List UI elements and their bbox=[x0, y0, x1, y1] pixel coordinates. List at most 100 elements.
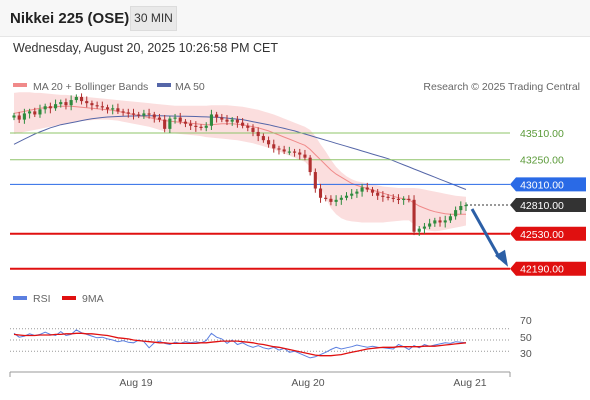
bollinger-legend-swatch bbox=[13, 83, 27, 87]
candle bbox=[147, 108, 151, 119]
candle bbox=[137, 111, 141, 119]
candle bbox=[261, 133, 265, 143]
candle bbox=[308, 155, 312, 176]
candle bbox=[443, 215, 447, 228]
candle bbox=[85, 96, 89, 108]
forecast-arrow-shaft bbox=[470, 208, 502, 260]
candle bbox=[459, 201, 463, 215]
candle bbox=[329, 195, 333, 206]
candle bbox=[131, 108, 136, 120]
candle bbox=[199, 124, 203, 131]
candle bbox=[376, 189, 380, 200]
candle bbox=[64, 98, 68, 110]
candle bbox=[173, 113, 177, 124]
level-42530-00-label: 42530.00 bbox=[520, 229, 564, 241]
level-42190-00-label: 42190.00 bbox=[520, 264, 564, 276]
candle bbox=[12, 112, 16, 121]
candle bbox=[126, 108, 130, 118]
rsi-legend-swatch bbox=[13, 296, 27, 300]
candle bbox=[111, 104, 115, 115]
candle bbox=[246, 123, 250, 132]
candle bbox=[324, 195, 328, 202]
level-lines-layer: 43510.00 43250.00 43010.00 42810.00 42530.00… bbox=[10, 128, 586, 276]
candle bbox=[396, 194, 401, 205]
candle bbox=[287, 146, 291, 155]
research-credit: Research © 2025 Trading Central bbox=[423, 81, 580, 93]
candle bbox=[298, 148, 302, 160]
rsi-layer bbox=[10, 328, 510, 359]
level-43510-00-label: 43510.00 bbox=[520, 128, 564, 140]
x-tick-label-aug21: Aug 21 bbox=[453, 377, 486, 389]
candle bbox=[433, 217, 437, 227]
candle bbox=[95, 101, 99, 109]
candle bbox=[303, 149, 307, 161]
candle bbox=[43, 103, 47, 114]
candle bbox=[267, 136, 271, 148]
candle bbox=[22, 108, 26, 124]
ma50-legend-swatch bbox=[157, 83, 171, 87]
candle bbox=[344, 192, 349, 201]
candle bbox=[256, 127, 260, 142]
rsi-ma-line bbox=[13, 332, 467, 357]
candle bbox=[178, 112, 182, 125]
ma50-legend-label: MA 50 bbox=[175, 81, 205, 93]
forecast-arrow-head bbox=[495, 249, 508, 267]
candle bbox=[251, 124, 255, 137]
candle bbox=[33, 107, 37, 118]
candle bbox=[386, 194, 390, 201]
candle bbox=[370, 186, 375, 197]
candle bbox=[334, 195, 338, 207]
candle bbox=[168, 116, 172, 134]
candle bbox=[220, 113, 224, 123]
candle bbox=[121, 108, 125, 116]
candle bbox=[163, 114, 167, 133]
candle bbox=[38, 104, 42, 118]
candle bbox=[183, 119, 188, 128]
candle bbox=[100, 101, 104, 111]
candle bbox=[241, 118, 245, 129]
candle bbox=[407, 195, 411, 203]
rsi-tick-30: 30 bbox=[520, 348, 532, 360]
candle bbox=[365, 182, 369, 193]
rsi-ma-legend-swatch bbox=[62, 296, 76, 300]
rsi-line bbox=[13, 329, 467, 359]
timeframe-button[interactable]: 30 MIN bbox=[130, 6, 177, 31]
level-43010-00-label: 43010.00 bbox=[520, 179, 564, 191]
candle bbox=[381, 191, 385, 202]
candle bbox=[292, 148, 297, 157]
candle bbox=[74, 94, 78, 103]
candle bbox=[116, 103, 120, 114]
candle bbox=[105, 104, 110, 114]
candle bbox=[412, 195, 416, 236]
candle bbox=[339, 195, 343, 205]
candle bbox=[402, 196, 406, 205]
candle bbox=[464, 202, 468, 212]
candle bbox=[360, 183, 364, 197]
chart-header: Nikkei 225 (OSE) 30 MIN bbox=[0, 0, 590, 37]
chart-datetime: Wednesday, August 20, 2025 10:26:58 PM C… bbox=[13, 41, 278, 55]
rsi-legend-label: RSI bbox=[33, 293, 51, 305]
candle bbox=[313, 168, 317, 193]
candle bbox=[350, 189, 354, 200]
candle bbox=[59, 99, 63, 108]
candle bbox=[90, 100, 94, 111]
bollinger-mid-line bbox=[13, 105, 466, 215]
x-tick-label-aug19: Aug 19 bbox=[119, 377, 152, 389]
candle bbox=[194, 121, 198, 132]
candle bbox=[391, 194, 395, 203]
candle bbox=[422, 222, 426, 234]
candle bbox=[417, 226, 421, 236]
candle bbox=[69, 95, 73, 111]
level-42810-00-tag bbox=[510, 197, 586, 212]
instrument-title: Nikkei 225 (OSE) bbox=[10, 10, 130, 27]
candle bbox=[355, 189, 359, 198]
candle bbox=[28, 108, 32, 119]
candle bbox=[235, 116, 239, 128]
candle bbox=[448, 213, 452, 223]
level-42190-00-tag bbox=[510, 261, 586, 276]
candle bbox=[225, 114, 229, 126]
bollinger-legend-label: MA 20 + Bollinger Bands bbox=[33, 81, 148, 93]
x-tick-label-aug20: Aug 20 bbox=[291, 377, 324, 389]
level-43010-00-tag bbox=[510, 177, 586, 192]
candle bbox=[230, 117, 234, 126]
